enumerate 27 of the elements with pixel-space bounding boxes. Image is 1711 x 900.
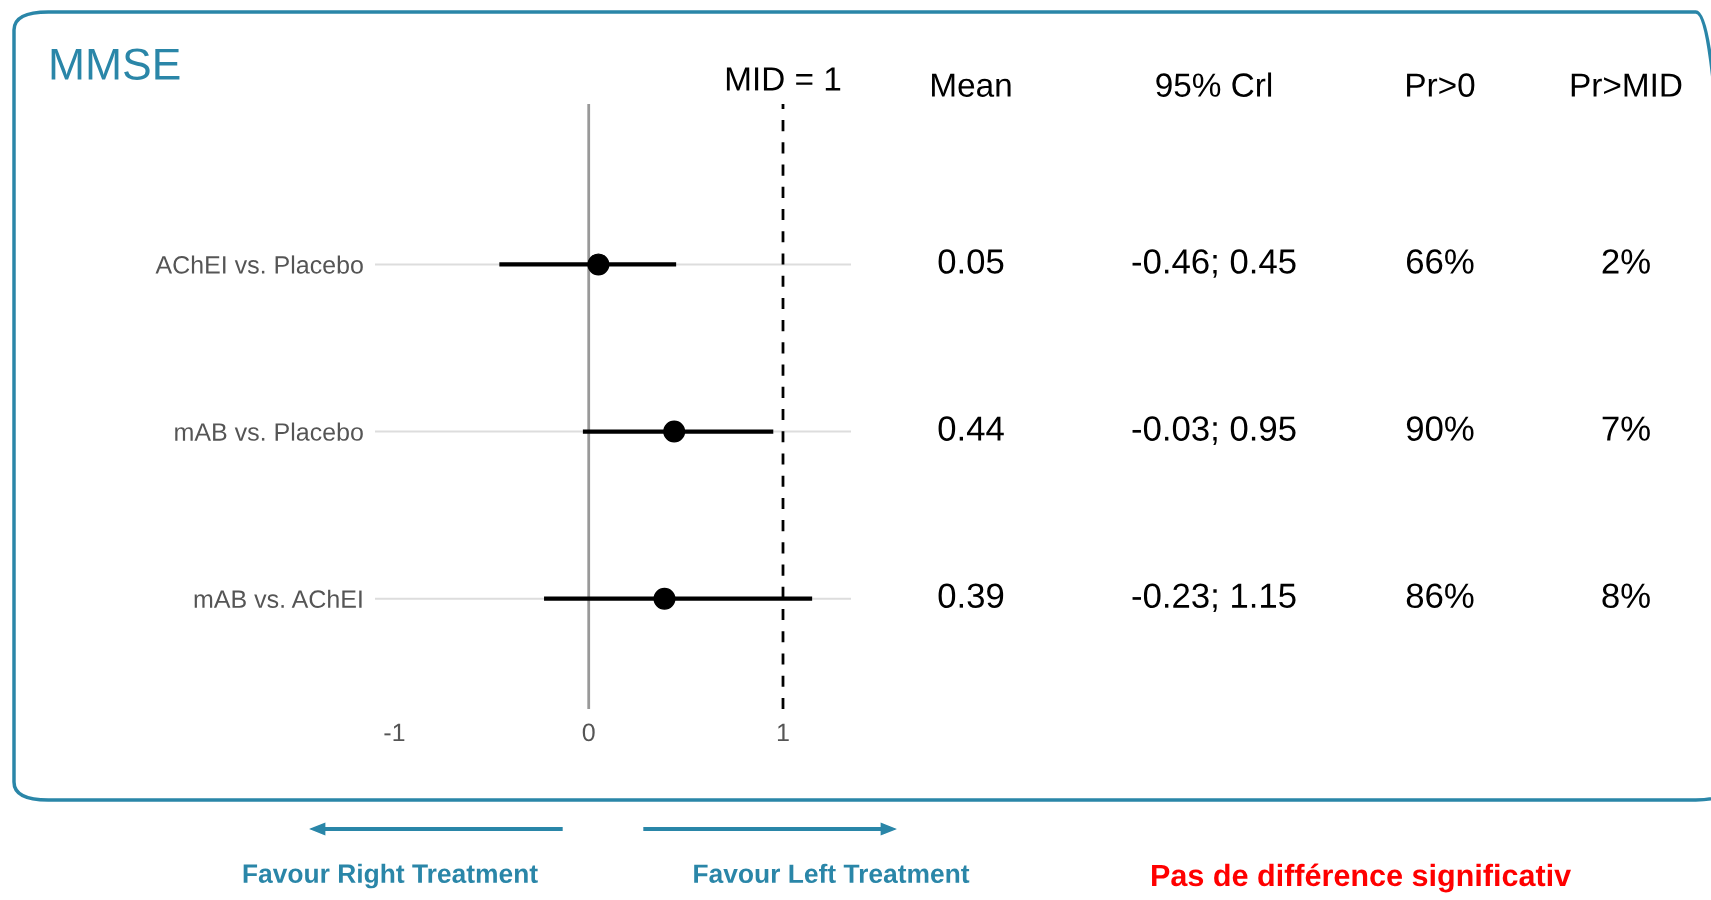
text: 8% (1602, 583, 1650, 609)
text: Mean (932, 73, 1011, 97)
text: Favour Right Treatment (243, 863, 538, 889)
y-tick-label: mAB vs. Placebo (175, 422, 363, 441)
y-tick-label: mAB vs. AChEI (194, 589, 362, 608)
text: -0.03; 0.95 (1132, 416, 1296, 445)
text: 86% (1406, 583, 1474, 609)
text: Pr>0 (1407, 73, 1475, 97)
ref-line-label: MID = 1 (726, 67, 841, 91)
text: 0.44 (938, 416, 1004, 441)
text: -0.23; 1.15 (1132, 583, 1296, 613)
text: 2% (1602, 249, 1650, 274)
text: Pas de différence significativ (1152, 863, 1571, 893)
text: 0.05 (938, 249, 1004, 274)
text: 95% Crl (1156, 72, 1272, 97)
chart-title: MMSE (51, 48, 180, 80)
text: Favour Left Treatment (694, 863, 970, 884)
text: -0.46; 0.45 (1132, 249, 1296, 278)
text: 0.39 (938, 583, 1004, 609)
x-tick-label: 1 (777, 723, 789, 742)
x-tick-label: 0 (582, 723, 595, 742)
y-tick-label: AChEI vs. Placebo (155, 255, 363, 274)
x-tick-label: -1 (384, 723, 405, 742)
text: 66% (1407, 249, 1474, 274)
text: Pr>MID (1571, 73, 1682, 97)
text: 7% (1602, 416, 1650, 441)
text: 90% (1406, 416, 1474, 441)
